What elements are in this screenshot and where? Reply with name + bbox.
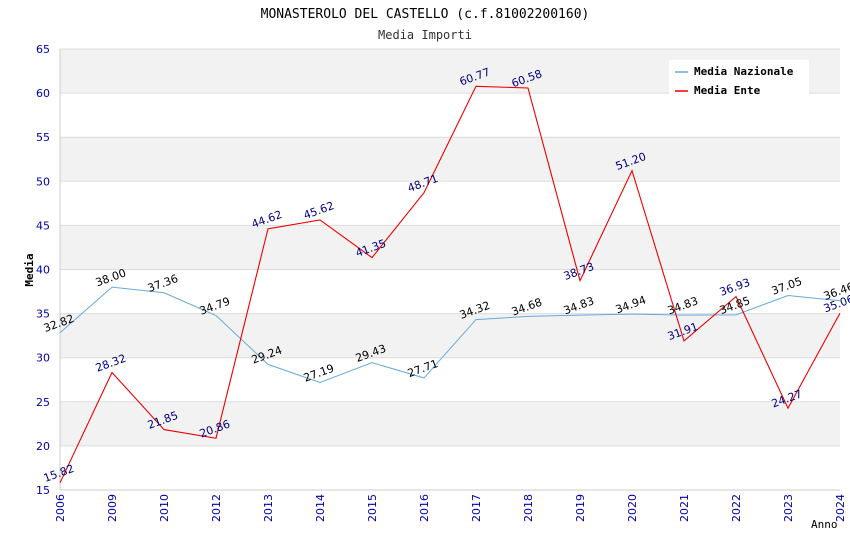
x-tick-label: 2024 — [834, 494, 847, 522]
y-tick-label: 30 — [36, 352, 50, 365]
x-tick-label: 2016 — [418, 494, 431, 522]
x-tick-label: 2017 — [470, 494, 483, 522]
x-axis-ticks: 2006 2009 2010 2012 2013 2014 2015 2016 2017 2018… — [54, 494, 847, 522]
x-tick-label: 2019 — [574, 494, 587, 522]
y-tick-label: 40 — [36, 264, 50, 277]
y-axis-ticks: 15 20 25 30 35 40 45 50 55 60 65 — [36, 43, 50, 497]
x-tick-label: 2012 — [210, 494, 223, 522]
plot-band — [60, 269, 840, 314]
x-tick-label: 2023 — [782, 494, 795, 522]
y-axis-label: Media — [23, 253, 36, 286]
plot-band — [60, 401, 840, 446]
plot-band — [60, 445, 840, 490]
y-tick-label: 15 — [36, 484, 50, 497]
y-tick-label: 35 — [36, 308, 50, 321]
x-tick-label: 2014 — [314, 494, 327, 522]
x-tick-label: 2010 — [158, 494, 171, 522]
y-tick-label: 50 — [36, 175, 50, 188]
series-line-media-ente — [59, 85, 841, 484]
y-tick-label: 60 — [36, 87, 50, 100]
y-tick-label: 65 — [36, 43, 50, 56]
plot-band — [60, 313, 840, 358]
series-line-media-nazionale — [59, 286, 841, 384]
x-tick-label: 2013 — [262, 494, 275, 522]
plot-background — [60, 49, 840, 490]
x-tick-label: 2015 — [366, 494, 379, 522]
legend-box — [669, 60, 809, 98]
y-tick-label: 45 — [36, 219, 50, 232]
x-tick-label: 2006 — [54, 494, 67, 522]
legend: Media Nazionale Media Ente — [669, 60, 809, 98]
plot-band — [60, 225, 840, 270]
x-tick-label: 2020 — [626, 494, 639, 522]
x-tick-label: 2021 — [678, 494, 691, 522]
plot-band — [60, 93, 840, 138]
x-tick-label: 2018 — [522, 494, 535, 522]
axes — [59, 49, 840, 491]
y-tick-label: 25 — [36, 396, 50, 409]
x-tick-label: 2009 — [106, 494, 119, 522]
y-tick-label: 20 — [36, 440, 50, 453]
plot-band — [60, 181, 840, 226]
y-tick-label: 55 — [36, 131, 50, 144]
chart-title: MONASTEROLO DEL CASTELLO (c.f.8100220016… — [261, 7, 590, 22]
plot-band — [60, 357, 840, 402]
plot-band — [60, 137, 840, 182]
x-axis-label: Anno — [811, 518, 838, 531]
series-group — [59, 85, 841, 484]
x-tick-label: 2022 — [730, 494, 743, 522]
legend-label-media-ente: Media Ente — [694, 84, 761, 97]
chart-subtitle: Media Importi — [378, 28, 472, 42]
legend-label-media-nazionale: Media Nazionale — [694, 65, 794, 78]
